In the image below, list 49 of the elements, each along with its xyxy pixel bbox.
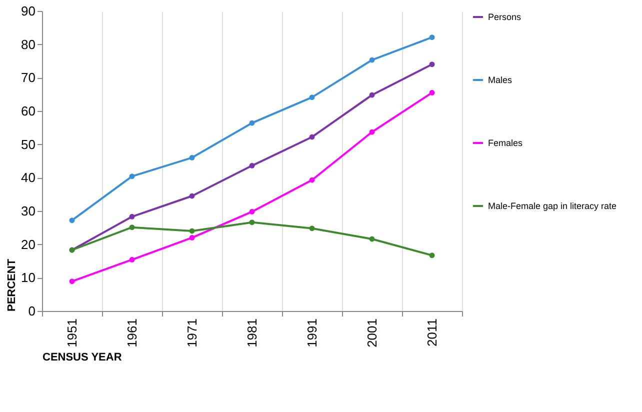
point <box>69 278 75 284</box>
x-tick-label: 2001 <box>364 318 380 348</box>
x-axis-title: CENSUS YEAR <box>42 351 122 364</box>
y-tick-label: 0 <box>28 304 36 318</box>
legend-label: Females <box>488 138 524 148</box>
y-tick-label: 50 <box>21 136 36 152</box>
legend-label: Persons <box>488 12 522 22</box>
point <box>429 34 435 40</box>
point <box>129 174 135 180</box>
point <box>429 252 435 258</box>
x-tick-label: 1981 <box>244 318 260 348</box>
y-tick-label: 40 <box>21 170 36 186</box>
x-tick-label: 1951 <box>64 318 80 348</box>
point <box>189 193 195 199</box>
point <box>129 224 135 230</box>
point <box>189 154 195 160</box>
point <box>309 134 315 140</box>
point <box>429 90 435 96</box>
point <box>369 236 375 242</box>
point <box>249 220 255 226</box>
x-tick-label: 1971 <box>184 318 200 348</box>
point <box>429 62 435 68</box>
y-tick-label: 10 <box>21 270 36 286</box>
y-tick-label: 80 <box>21 36 36 52</box>
y-tick-label: 20 <box>21 236 36 252</box>
point <box>309 226 315 232</box>
point <box>249 120 255 126</box>
legend-label: Males <box>488 75 513 85</box>
point <box>249 162 255 168</box>
x-tick-label: 2011 <box>424 318 440 346</box>
point <box>369 92 375 98</box>
y-tick-label: 30 <box>21 204 36 218</box>
point <box>369 57 375 63</box>
legend-label: Male-Female gap in literacy rate <box>488 201 617 211</box>
point <box>129 256 135 262</box>
point <box>309 177 315 183</box>
x-tick-label: 1991 <box>304 318 320 348</box>
point <box>309 94 315 100</box>
x-tick-label: 1961 <box>124 318 140 348</box>
y-tick-label: 70 <box>21 70 36 86</box>
y-tick-label: 90 <box>21 4 36 18</box>
y-axis-title: PERCENT <box>6 258 18 312</box>
point <box>189 228 195 234</box>
point <box>249 208 255 214</box>
point <box>369 129 375 135</box>
point <box>129 214 135 220</box>
point <box>69 218 75 224</box>
y-tick-label: 60 <box>21 104 36 118</box>
point <box>189 234 195 240</box>
